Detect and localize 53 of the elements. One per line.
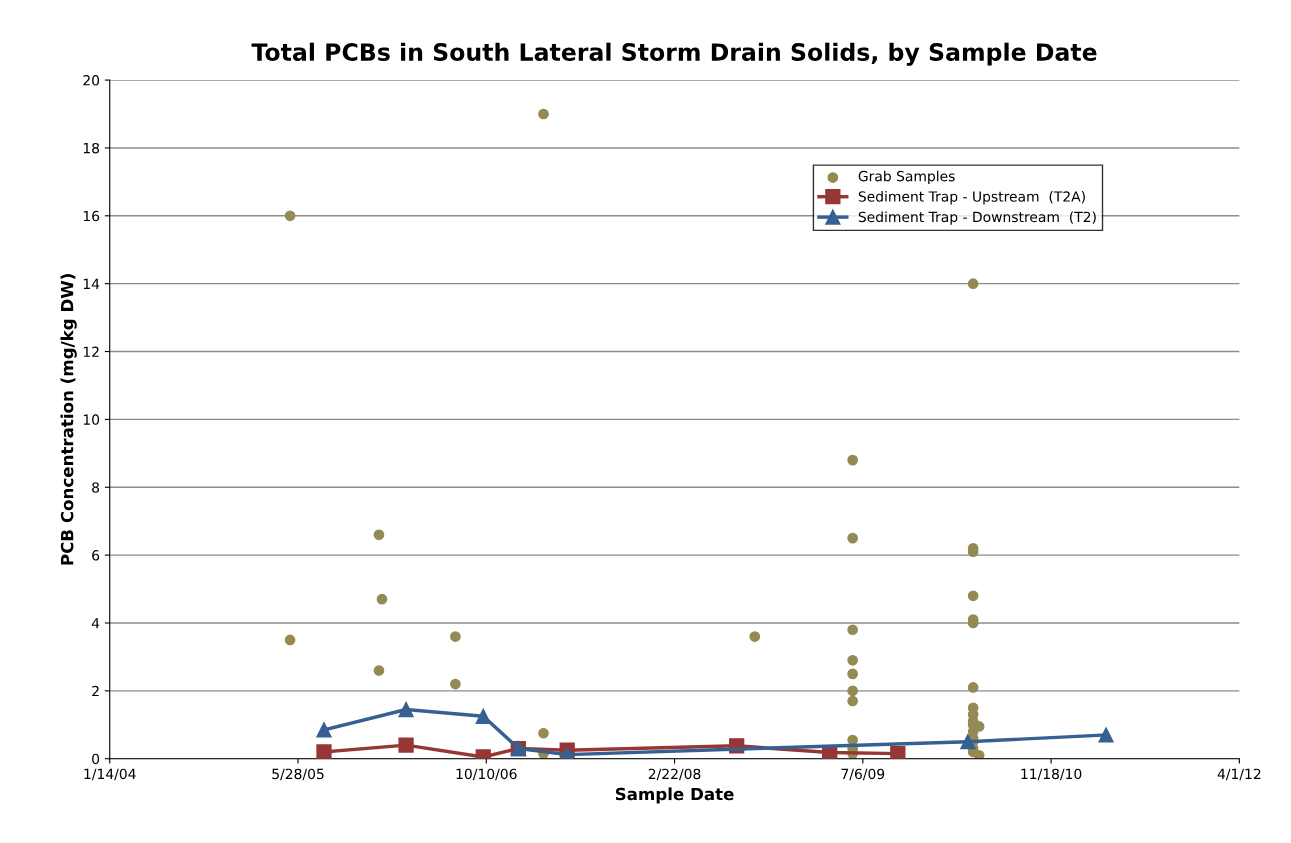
y-tick-label: 0	[92, 753, 100, 765]
y-tick-label: 8	[92, 482, 100, 493]
point	[847, 695, 859, 707]
point	[284, 210, 296, 222]
point	[398, 737, 414, 753]
y-axis-title: PCB Concentration (mg/kg DW)	[60, 274, 77, 565]
y-tick-label: 16	[83, 210, 100, 222]
point	[967, 278, 979, 290]
point	[316, 722, 332, 738]
y-tick-label: 18	[83, 142, 100, 154]
point	[967, 682, 979, 693]
point	[373, 665, 385, 676]
y-tick-label: 10	[83, 414, 100, 425]
point	[376, 593, 388, 605]
point	[847, 685, 859, 697]
x-tick-label: 5/28/05	[272, 768, 324, 781]
point	[450, 678, 461, 690]
chart-title: Total PCBs in South Lateral Storm Drain Solids, by Sample Date	[251, 42, 1097, 66]
legend-label: Grab Samples	[858, 170, 955, 185]
point	[960, 734, 976, 750]
point	[398, 701, 414, 718]
x-tick-label: 4/1/12	[1217, 768, 1261, 781]
y-tick-label: 2	[92, 685, 99, 697]
point	[890, 745, 906, 759]
point	[538, 727, 549, 739]
point	[847, 668, 859, 680]
x-axis-title: Sample Date	[615, 787, 734, 804]
point	[847, 454, 859, 466]
x-tick-label: 1/14/04	[84, 768, 136, 781]
x-tick-label: 11/18/10	[1021, 768, 1082, 781]
legend-label: Sediment Trap - Downstream (T2)	[858, 211, 1096, 225]
point	[967, 590, 979, 602]
point	[847, 654, 859, 666]
x-tick-label: 10/10/06	[456, 768, 517, 781]
y-tick-label: 14	[83, 278, 100, 289]
point	[475, 708, 491, 724]
y-tick-label: 6	[92, 550, 100, 561]
y-tick-label: 4	[91, 618, 100, 629]
y-tick-label: 20	[83, 75, 100, 86]
point	[538, 108, 549, 120]
point	[749, 631, 761, 642]
x-tick-label: 2/22/08	[648, 768, 701, 781]
point	[847, 624, 859, 636]
x-tick-label: 7/6/09	[841, 768, 885, 781]
point	[450, 631, 461, 642]
point	[373, 529, 385, 541]
point	[1098, 727, 1114, 743]
point	[284, 634, 296, 646]
legend-label: Sediment Trap - Upstream (T2A)	[858, 191, 1085, 205]
y-tick-label: 12	[83, 346, 99, 357]
point	[847, 532, 859, 544]
point	[316, 744, 332, 759]
point	[973, 749, 985, 759]
